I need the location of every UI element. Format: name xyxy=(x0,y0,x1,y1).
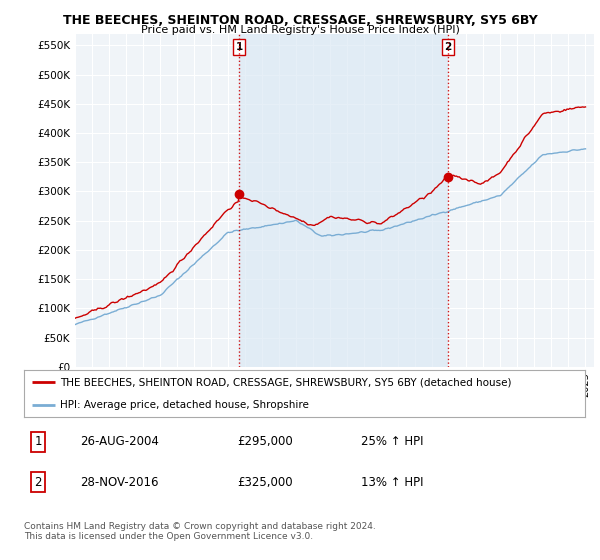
Text: HPI: Average price, detached house, Shropshire: HPI: Average price, detached house, Shro… xyxy=(61,400,310,410)
Text: Contains HM Land Registry data © Crown copyright and database right 2024.
This d: Contains HM Land Registry data © Crown c… xyxy=(24,522,376,542)
Bar xyxy=(239,34,448,367)
Text: 2: 2 xyxy=(34,475,42,489)
Text: 1: 1 xyxy=(34,435,42,449)
Text: £295,000: £295,000 xyxy=(237,435,293,449)
Text: Price paid vs. HM Land Registry's House Price Index (HPI): Price paid vs. HM Land Registry's House … xyxy=(140,25,460,35)
Text: THE BEECHES, SHEINTON ROAD, CRESSAGE, SHREWSBURY, SY5 6BY: THE BEECHES, SHEINTON ROAD, CRESSAGE, SH… xyxy=(62,14,538,27)
Text: THE BEECHES, SHEINTON ROAD, CRESSAGE, SHREWSBURY, SY5 6BY (detached house): THE BEECHES, SHEINTON ROAD, CRESSAGE, SH… xyxy=(61,377,512,388)
Text: 28-NOV-2016: 28-NOV-2016 xyxy=(80,475,158,489)
Text: £325,000: £325,000 xyxy=(237,475,293,489)
Text: 26-AUG-2004: 26-AUG-2004 xyxy=(80,435,159,449)
Text: 2: 2 xyxy=(444,42,451,52)
Text: 25% ↑ HPI: 25% ↑ HPI xyxy=(361,435,423,449)
Text: 13% ↑ HPI: 13% ↑ HPI xyxy=(361,475,423,489)
Text: 1: 1 xyxy=(236,42,243,52)
